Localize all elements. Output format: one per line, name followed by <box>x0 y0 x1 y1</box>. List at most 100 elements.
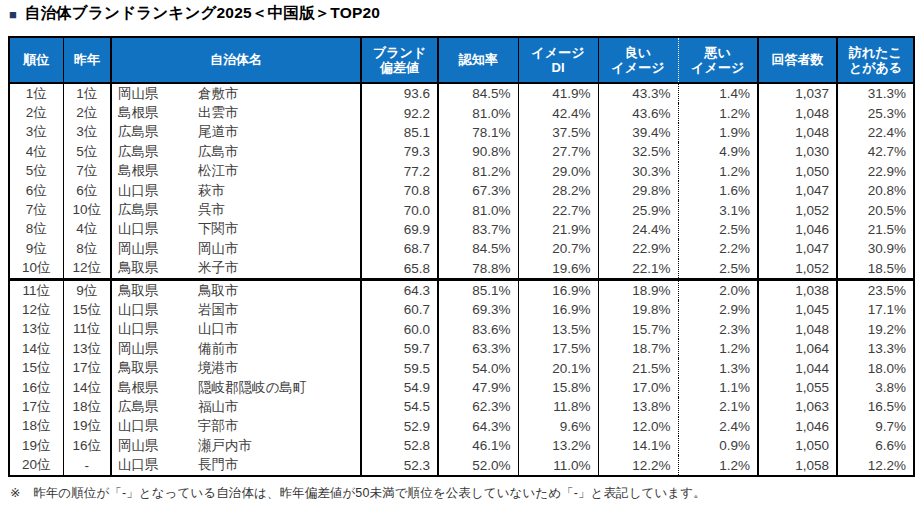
cell-visited: 31.3% <box>837 83 914 103</box>
cell-image_di: 21.9% <box>518 220 598 239</box>
cell-bad_image: 2.9% <box>678 300 758 319</box>
column-header-image_di: イメージ DI <box>518 37 598 83</box>
column-header-last_year: 昨年 <box>63 37 111 83</box>
cell-prefecture: 岡山県 <box>118 240 198 258</box>
cell-image_di: 16.9% <box>518 300 598 319</box>
cell-rank: 19位 <box>9 436 63 455</box>
cell-respondents: 1,063 <box>758 397 837 416</box>
cell-city: 宇部市 <box>198 418 239 433</box>
cell-rank: 18位 <box>9 417 63 436</box>
cell-good_image: 30.3% <box>598 162 678 181</box>
table-row: 18位19位山口県宇部市52.964.3%9.6%12.0%2.4%1,0469… <box>9 417 914 436</box>
cell-prefecture: 島根県 <box>118 104 198 122</box>
cell-image_di: 37.5% <box>518 123 598 142</box>
cell-image_di: 29.0% <box>518 162 598 181</box>
table-row: 13位11位山口県山口市60.083.6%13.5%15.7%2.3%1,048… <box>9 320 914 339</box>
table-row: 10位12位鳥取県米子市65.878.8%19.6%22.1%2.5%1,052… <box>9 259 914 280</box>
cell-municipality: 山口県長門市 <box>111 455 361 475</box>
cell-image_di: 17.5% <box>518 339 598 358</box>
cell-city: 倉敷市 <box>198 86 239 101</box>
cell-rank: 12位 <box>9 300 63 319</box>
cell-city: 呉市 <box>198 202 225 217</box>
cell-last_year: 19位 <box>63 417 111 436</box>
cell-good_image: 22.9% <box>598 239 678 258</box>
cell-awareness: 67.3% <box>438 181 518 200</box>
cell-image_di: 16.9% <box>518 279 598 300</box>
cell-visited: 16.5% <box>837 397 914 416</box>
cell-rank: 6位 <box>9 181 63 200</box>
cell-prefecture: 岡山県 <box>118 437 198 455</box>
cell-municipality: 広島県福山市 <box>111 397 361 416</box>
table-row: 20位-山口県長門市52.352.0%11.0%12.2%1.2%1,05812… <box>9 455 914 475</box>
page-title-text: 自治体ブランドランキング2025＜中国版＞TOP20 <box>25 3 380 24</box>
cell-rank: 7位 <box>9 200 63 219</box>
cell-last_year: 10位 <box>63 200 111 219</box>
cell-bad_image: 1.6% <box>678 181 758 200</box>
cell-bad_image: 0.9% <box>678 436 758 455</box>
cell-city: 境港市 <box>198 360 239 375</box>
cell-municipality: 山口県山口市 <box>111 320 361 339</box>
cell-rank: 1位 <box>9 83 63 103</box>
cell-prefecture: 山口県 <box>118 182 198 200</box>
cell-image_di: 15.8% <box>518 378 598 397</box>
cell-brand_score: 69.9 <box>361 220 438 239</box>
cell-visited: 19.2% <box>837 320 914 339</box>
cell-image_di: 11.8% <box>518 397 598 416</box>
cell-municipality: 鳥取県境港市 <box>111 358 361 377</box>
cell-rank: 16位 <box>9 378 63 397</box>
cell-last_year: 15位 <box>63 300 111 319</box>
cell-municipality: 山口県宇部市 <box>111 417 361 436</box>
cell-municipality: 島根県松江市 <box>111 162 361 181</box>
cell-bad_image: 3.1% <box>678 200 758 219</box>
cell-awareness: 81.2% <box>438 162 518 181</box>
cell-city: 下関市 <box>198 221 239 236</box>
cell-bad_image: 2.2% <box>678 239 758 258</box>
cell-image_di: 13.2% <box>518 436 598 455</box>
cell-prefecture: 島根県 <box>118 162 198 180</box>
cell-respondents: 1,046 <box>758 417 837 436</box>
cell-bad_image: 4.9% <box>678 142 758 161</box>
cell-bad_image: 2.0% <box>678 279 758 300</box>
cell-city: 岩国市 <box>198 302 239 317</box>
table-row: 7位10位広島県呉市70.081.0%22.7%25.9%3.1%1,05220… <box>9 200 914 219</box>
cell-rank: 5位 <box>9 162 63 181</box>
cell-visited: 25.3% <box>837 103 914 122</box>
cell-awareness: 84.5% <box>438 239 518 258</box>
cell-prefecture: 島根県 <box>118 379 198 397</box>
cell-good_image: 24.4% <box>598 220 678 239</box>
table-header: 順位昨年自治体名ブランド 偏差値認知率イメージ DI良い イメージ悪い イメージ… <box>9 37 914 83</box>
cell-bad_image: 1.2% <box>678 103 758 122</box>
cell-awareness: 83.7% <box>438 220 518 239</box>
cell-image_di: 28.2% <box>518 181 598 200</box>
cell-awareness: 84.5% <box>438 83 518 103</box>
cell-city: 米子市 <box>198 260 239 275</box>
cell-image_di: 22.7% <box>518 200 598 219</box>
cell-city: 尾道市 <box>198 124 239 139</box>
cell-city: 山口市 <box>198 321 239 336</box>
cell-municipality: 岡山県岡山市 <box>111 239 361 258</box>
cell-municipality: 広島県尾道市 <box>111 123 361 142</box>
cell-prefecture: 広島県 <box>118 201 198 219</box>
column-header-visited: 訪れたこ とがある <box>837 37 914 83</box>
cell-prefecture: 鳥取県 <box>118 259 198 277</box>
cell-respondents: 1,048 <box>758 123 837 142</box>
cell-respondents: 1,046 <box>758 220 837 239</box>
cell-brand_score: 59.5 <box>361 358 438 377</box>
cell-city: 備前市 <box>198 341 239 356</box>
cell-prefecture: 鳥取県 <box>118 282 198 300</box>
table-row: 15位17位鳥取県境港市59.554.0%20.1%21.5%1.3%1,044… <box>9 358 914 377</box>
cell-visited: 21.5% <box>837 220 914 239</box>
cell-city: 松江市 <box>198 163 239 178</box>
cell-awareness: 81.0% <box>438 200 518 219</box>
cell-last_year: 12位 <box>63 259 111 280</box>
cell-visited: 3.8% <box>837 378 914 397</box>
cell-municipality: 鳥取県鳥取市 <box>111 279 361 300</box>
cell-municipality: 岡山県備前市 <box>111 339 361 358</box>
table-row: 19位16位岡山県瀬戸内市52.846.1%13.2%14.1%0.9%1,05… <box>9 436 914 455</box>
cell-good_image: 29.8% <box>598 181 678 200</box>
table-row: 17位18位広島県福山市54.562.3%11.8%13.8%2.1%1,063… <box>9 397 914 416</box>
cell-rank: 11位 <box>9 279 63 300</box>
cell-prefecture: 山口県 <box>118 320 198 338</box>
cell-good_image: 39.4% <box>598 123 678 142</box>
cell-good_image: 15.7% <box>598 320 678 339</box>
